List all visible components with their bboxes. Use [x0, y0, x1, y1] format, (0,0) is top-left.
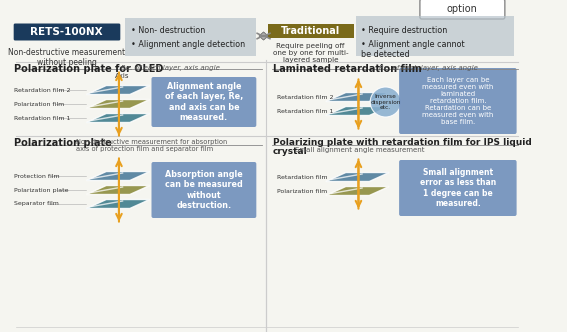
Text: Separator film: Separator film	[14, 202, 59, 207]
Text: Polarization film: Polarization film	[14, 102, 65, 107]
Text: Axis: Axis	[115, 72, 130, 78]
Text: Retardation film 2: Retardation film 2	[277, 95, 333, 100]
Polygon shape	[86, 100, 150, 109]
Text: • Non- destruction: • Non- destruction	[131, 26, 205, 35]
Text: Retardation film 1: Retardation film 1	[14, 116, 70, 121]
FancyBboxPatch shape	[125, 18, 256, 56]
Text: Small alignment angle measurement: Small alignment angle measurement	[295, 147, 425, 153]
FancyBboxPatch shape	[151, 77, 256, 127]
FancyBboxPatch shape	[14, 24, 120, 41]
Text: Small alignment
error as less than
1 degree can be
measured.: Small alignment error as less than 1 deg…	[420, 168, 496, 208]
Text: • Alignment angle cannot
be detected: • Alignment angle cannot be detected	[361, 40, 465, 59]
Polygon shape	[259, 32, 268, 40]
Text: Protection film: Protection film	[14, 174, 60, 179]
FancyBboxPatch shape	[268, 24, 354, 38]
Text: Absorption angle
can be measured
without
destruction.: Absorption angle can be measured without…	[165, 170, 243, 210]
Text: Alignment angle
of each layer, Re,
and axis can be
measured.: Alignment angle of each layer, Re, and a…	[165, 82, 243, 122]
FancyBboxPatch shape	[399, 160, 517, 216]
Text: Laminated retardation film: Laminated retardation film	[273, 64, 421, 74]
Polygon shape	[326, 93, 389, 102]
Polygon shape	[86, 200, 150, 208]
Text: Polarization plate for OLED: Polarization plate for OLED	[14, 64, 163, 74]
Text: • Alignment angle detection: • Alignment angle detection	[131, 40, 245, 49]
FancyBboxPatch shape	[356, 16, 514, 56]
FancyBboxPatch shape	[420, 0, 505, 19]
Text: • Require destruction: • Require destruction	[361, 26, 447, 35]
Text: crystal: crystal	[273, 147, 307, 156]
Text: Retardation film 1: Retardation film 1	[277, 109, 333, 114]
Polygon shape	[326, 187, 389, 196]
Text: Traditional: Traditional	[281, 26, 340, 36]
Text: Polarization plate: Polarization plate	[14, 188, 69, 193]
Polygon shape	[259, 32, 268, 40]
Text: Re. of each layer, axis angle: Re. of each layer, axis angle	[121, 65, 219, 71]
Text: RETS-100NX: RETS-100NX	[30, 27, 103, 37]
Text: Non-destructive measurement for absorption
axis of protection film and separator: Non-destructive measurement for absorpti…	[75, 139, 227, 152]
Polygon shape	[326, 107, 389, 116]
FancyBboxPatch shape	[151, 162, 256, 218]
Text: Each layer can be
measured even with
laminated
retardation film.
Retardation can: Each layer can be measured even with lam…	[422, 77, 493, 125]
Text: Polarization film: Polarization film	[277, 189, 327, 194]
Text: Non-destructive measurement
without peeling: Non-destructive measurement without peel…	[8, 48, 125, 67]
Text: Retardation film: Retardation film	[277, 175, 328, 180]
Polygon shape	[86, 114, 150, 123]
Ellipse shape	[370, 87, 401, 117]
Polygon shape	[86, 172, 150, 181]
Text: Require peeling off
one by one for multi-
layered sample: Require peeling off one by one for multi…	[273, 43, 348, 63]
Text: Inverse
dispersion
etc.: Inverse dispersion etc.	[370, 94, 401, 110]
Text: Polarization plate: Polarization plate	[14, 138, 112, 148]
Polygon shape	[86, 186, 150, 195]
Text: option: option	[447, 4, 478, 14]
Text: Polarizing plate with retardation film for IPS liquid: Polarizing plate with retardation film f…	[273, 138, 531, 147]
Text: Retardation film 2: Retardation film 2	[14, 88, 71, 93]
Text: Re. of each layer, axis angle: Re. of each layer, axis angle	[379, 65, 478, 71]
Polygon shape	[86, 86, 150, 95]
Polygon shape	[326, 173, 389, 182]
FancyBboxPatch shape	[399, 68, 517, 134]
